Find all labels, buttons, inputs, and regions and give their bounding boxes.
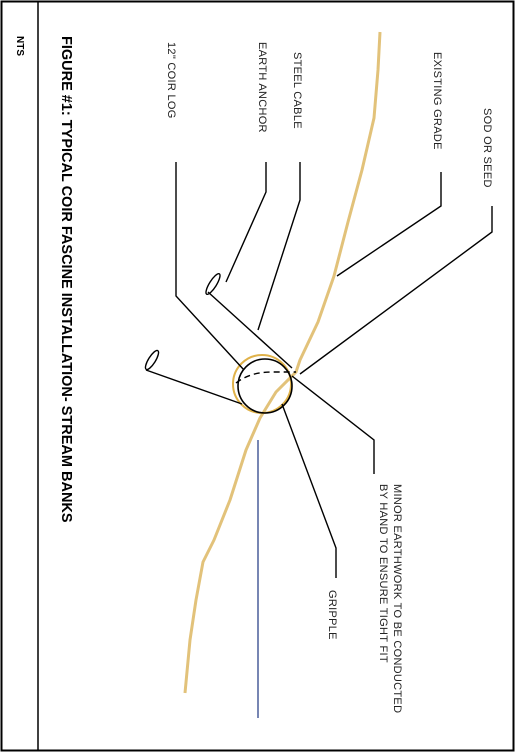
leader-sod-or-seed — [299, 206, 493, 375]
earth-anchor-lower — [144, 349, 160, 371]
existing-grade-line — [183, 31, 382, 694]
leader-existing-grade — [336, 172, 442, 277]
steel-cable-upper — [207, 291, 293, 369]
scale-note: NTS — [14, 36, 25, 56]
label-sod-or-seed: SOD OR SEED — [481, 108, 493, 188]
label-earthwork-line2: BY HAND TO ENSURE TIGHT FIT — [377, 484, 389, 663]
leader-coir-log — [175, 162, 245, 371]
steel-cable-lower — [145, 369, 243, 405]
coir-log-inner — [237, 358, 293, 414]
label-gripple: GRIPPLE — [326, 590, 338, 640]
label-steel-cable: STEEL CABLE — [291, 52, 303, 129]
leader-steel-cable — [257, 162, 301, 331]
label-coir-log: 12" COIR LOG — [165, 42, 177, 119]
leader-earthwork — [291, 375, 375, 474]
leader-gripple — [281, 403, 337, 578]
earth-anchor-upper — [205, 272, 221, 296]
label-existing-grade: EXISTING GRADE — [431, 52, 443, 150]
label-earthwork-line1: MINOR EARTHWORK TO BE CONDUCTED — [391, 484, 403, 713]
leader-earth-anchor — [225, 162, 267, 283]
figure-title: FIGURE #1: TYPICAL COIR FASCINE INSTALLA… — [58, 36, 74, 523]
label-earth-anchor: EARTH ANCHOR — [256, 42, 268, 133]
trench-dashed-line — [235, 371, 296, 384]
